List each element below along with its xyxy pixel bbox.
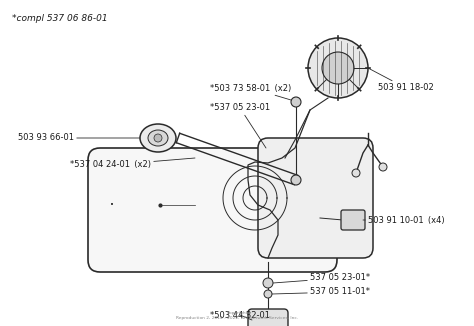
FancyBboxPatch shape [341,210,365,230]
Circle shape [322,52,354,84]
Text: *537 04 24-01  (x2): *537 04 24-01 (x2) [70,158,195,170]
Circle shape [263,278,273,288]
Text: *503 44 32-01: *503 44 32-01 [210,310,270,320]
Circle shape [352,169,360,177]
Text: Copyright
Reproduction 2, 2014 - 2022, ARI Network Services, Inc.: Copyright Reproduction 2, 2014 - 2022, A… [176,311,298,320]
Text: *compl 537 06 86-01: *compl 537 06 86-01 [12,14,108,23]
Ellipse shape [140,124,176,152]
Text: 537 05 23-01*: 537 05 23-01* [273,274,370,283]
Circle shape [154,134,162,142]
Circle shape [379,163,387,171]
Circle shape [308,38,368,98]
Text: *503 73 58-01  (x2): *503 73 58-01 (x2) [210,83,291,100]
Text: *537 05 23-01: *537 05 23-01 [210,103,270,148]
Circle shape [291,175,301,185]
Text: 537 05 11-01*: 537 05 11-01* [272,288,370,297]
Ellipse shape [148,130,168,146]
Text: 503 91 18-02: 503 91 18-02 [368,68,434,93]
FancyBboxPatch shape [88,148,337,272]
Text: 503 91 10-01  (x4): 503 91 10-01 (x4) [363,215,445,225]
FancyBboxPatch shape [248,309,288,326]
Circle shape [264,290,272,298]
Text: 503 93 66-01: 503 93 66-01 [18,134,140,142]
Circle shape [291,97,301,107]
Text: ARI Parts Stream: ARI Parts Stream [196,193,278,203]
Text: •: • [110,202,114,208]
FancyBboxPatch shape [258,138,373,258]
